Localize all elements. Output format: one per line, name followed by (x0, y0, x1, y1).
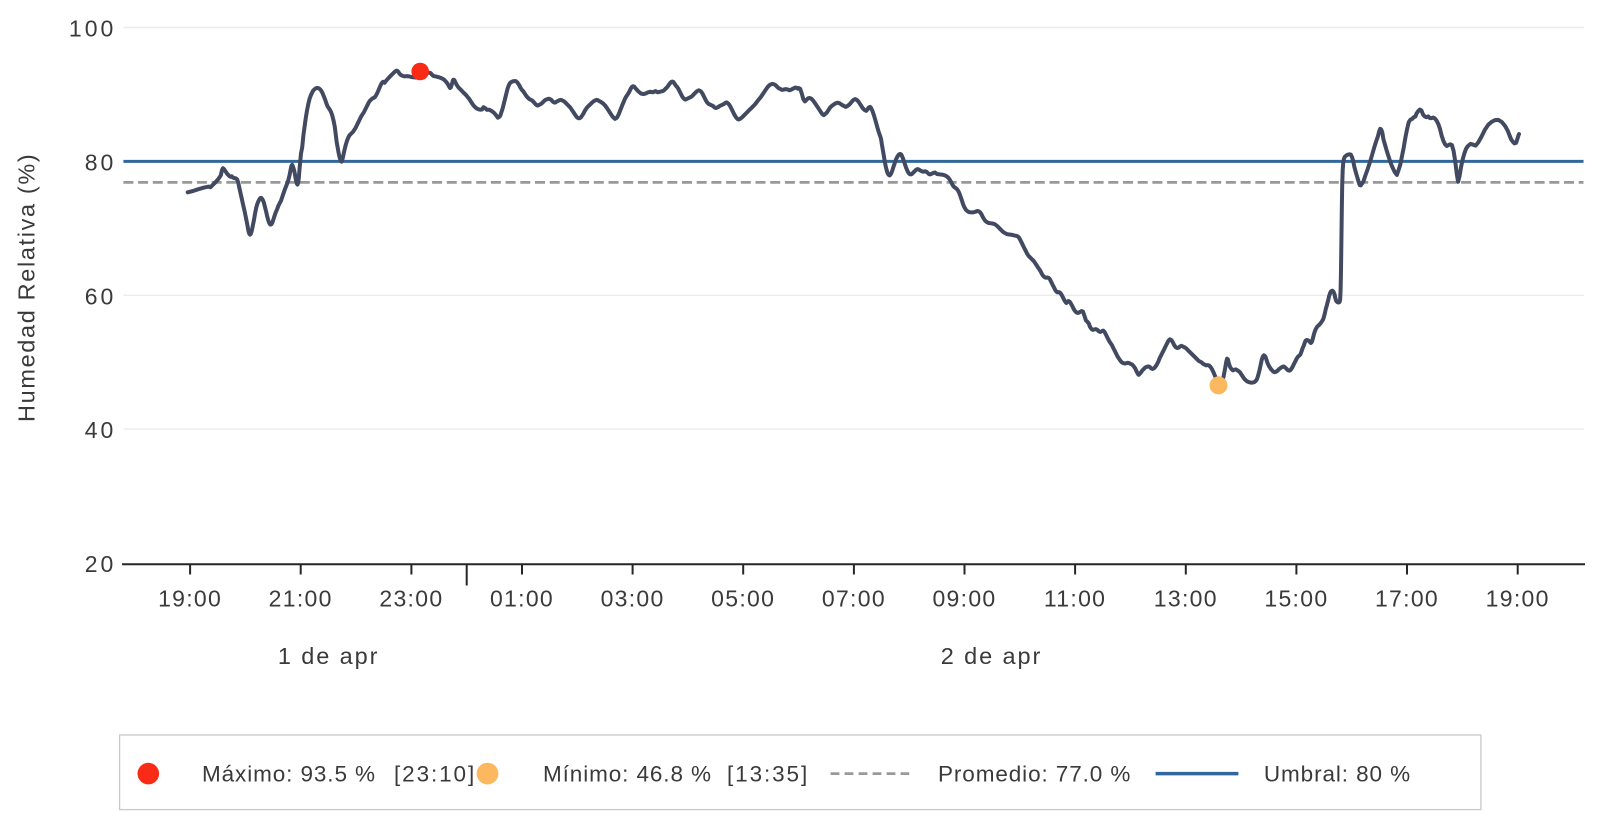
svg-text:Mínimo: 46.8 %: Mínimo: 46.8 % (543, 762, 712, 787)
svg-text:19:00: 19:00 (158, 586, 222, 612)
svg-text:07:00: 07:00 (822, 586, 886, 612)
svg-text:80: 80 (85, 149, 117, 175)
svg-text:21:00: 21:00 (269, 586, 333, 612)
svg-text:Humedad Relativa (%): Humedad Relativa (%) (14, 153, 40, 422)
svg-text:05:00: 05:00 (711, 586, 775, 612)
svg-text:15:00: 15:00 (1264, 586, 1328, 612)
svg-text:1 de apr: 1 de apr (278, 643, 379, 669)
svg-text:13:00: 13:00 (1154, 586, 1218, 612)
svg-text:Promedio: 77.0 %: Promedio: 77.0 % (938, 762, 1131, 787)
svg-text:Umbral: 80 %: Umbral: 80 % (1264, 762, 1411, 787)
svg-text:2 de apr: 2 de apr (941, 643, 1042, 669)
svg-text:01:00: 01:00 (490, 586, 554, 612)
svg-text:[13:35]: [13:35] (727, 762, 809, 787)
svg-text:[23:10]: [23:10] (394, 762, 476, 787)
svg-text:23:00: 23:00 (379, 586, 443, 612)
svg-text:Máximo: 93.5 %: Máximo: 93.5 % (202, 762, 376, 787)
svg-text:09:00: 09:00 (932, 586, 996, 612)
svg-text:17:00: 17:00 (1375, 586, 1439, 612)
svg-text:03:00: 03:00 (601, 586, 665, 612)
svg-text:11:00: 11:00 (1044, 586, 1106, 612)
svg-text:60: 60 (85, 283, 117, 309)
svg-text:40: 40 (85, 417, 117, 443)
svg-text:100: 100 (69, 16, 116, 42)
svg-text:20: 20 (85, 551, 117, 577)
svg-text:19:00: 19:00 (1486, 586, 1550, 612)
